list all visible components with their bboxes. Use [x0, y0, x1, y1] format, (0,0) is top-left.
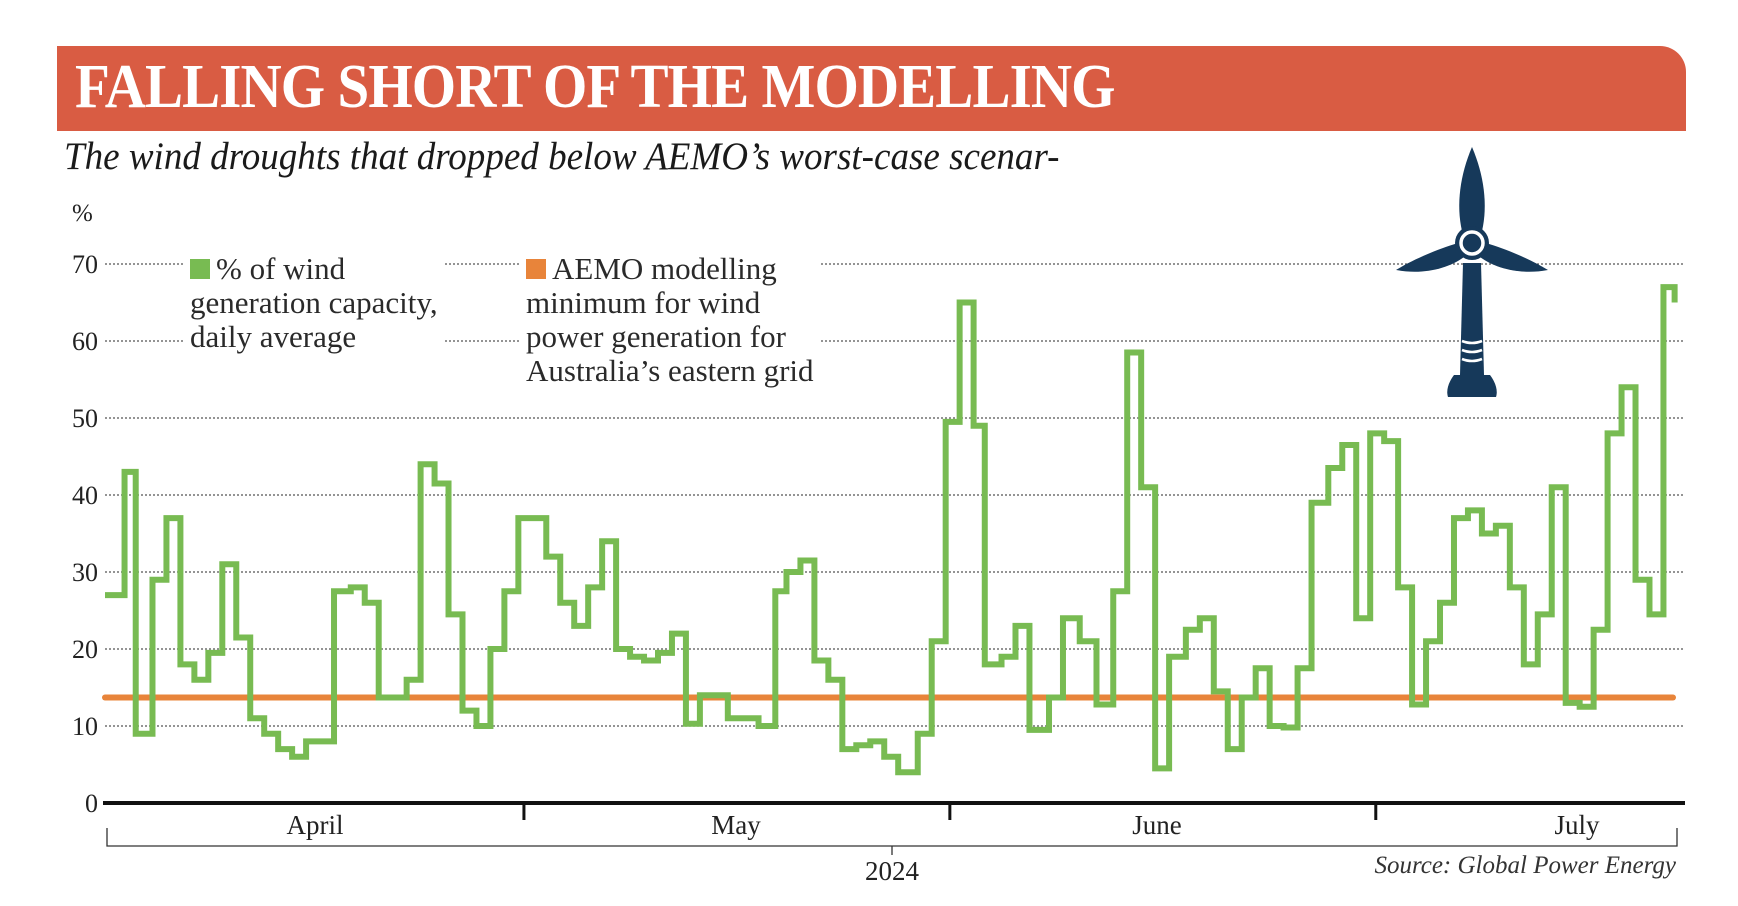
- legend-aemo-line-4: Australia’s eastern grid: [526, 353, 814, 388]
- legend-aemo-line-2: minimum for wind: [526, 285, 761, 320]
- year-label: 2024: [865, 856, 919, 886]
- legend-aemo-line-1: AEMO modelling: [552, 251, 777, 286]
- y-tick-label: 70: [72, 250, 98, 279]
- y-tick-label: 10: [72, 712, 98, 741]
- month-label-april: April: [286, 810, 344, 840]
- month-label-july: July: [1554, 810, 1600, 840]
- month-label-june: June: [1132, 810, 1182, 840]
- legend-wind: % of wind generation capacity, daily ave…: [184, 252, 444, 354]
- legend-aemo-line-3: power generation for: [526, 319, 786, 354]
- chart-title: FALLING SHORT OF THE MODELLING: [75, 53, 1115, 121]
- legend-wind-line-3: daily average: [190, 319, 357, 354]
- source-note: Source: Global Power Energy: [1374, 852, 1676, 879]
- month-label-may: May: [711, 810, 761, 840]
- title-banner: FALLING SHORT OF THE MODELLING: [57, 46, 1686, 131]
- y-tick-label: 40: [72, 481, 98, 510]
- x-axis: [103, 801, 1685, 855]
- legend-wind-line-1: % of wind: [216, 251, 346, 286]
- y-tick-labels: 0 10 20 30 40 50 60 70: [72, 250, 98, 818]
- legend-wind-line-2: generation capacity,: [190, 285, 438, 320]
- y-tick-label: 50: [72, 404, 98, 433]
- gridlines: [105, 263, 1685, 727]
- y-tick-label: 0: [85, 789, 98, 818]
- legend-aemo: AEMO modelling minimum for wind power ge…: [520, 252, 820, 388]
- y-tick-label: 20: [72, 635, 98, 664]
- legend-wind-swatch: [190, 259, 210, 279]
- legend-aemo-swatch: [526, 259, 546, 279]
- y-axis-unit-label: %: [72, 200, 93, 227]
- wind-turbine-icon: [1392, 145, 1552, 419]
- chart-subtitle: The wind droughts that dropped below AEM…: [64, 135, 1060, 178]
- y-tick-label: 30: [72, 558, 98, 587]
- series-group: [102, 284, 1678, 776]
- wind-series-line: [105, 284, 1678, 776]
- y-tick-label: 60: [72, 327, 98, 356]
